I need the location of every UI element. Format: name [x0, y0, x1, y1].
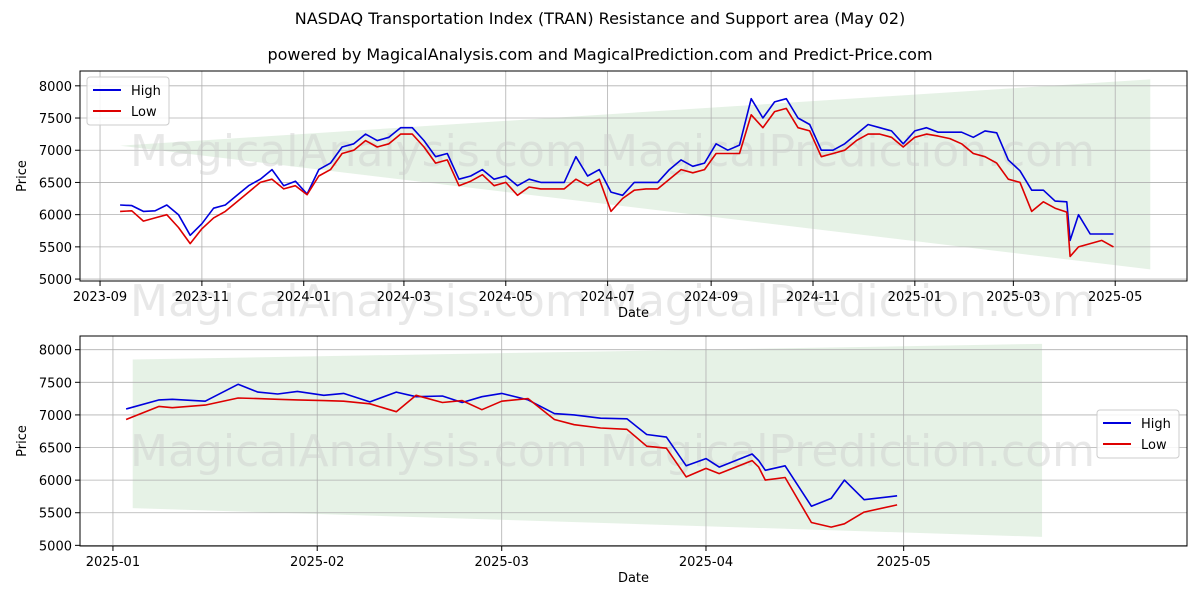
x-tick-label: 2024-01 [277, 290, 331, 305]
y-tick-label: 5000 [39, 273, 72, 288]
chart-panel-1: MagicalAnalysis.com MagicalPrediction.com… [15, 70, 1188, 327]
chart-panel-2: MagicalAnalysis.com MagicalPrediction.com… [15, 335, 1188, 586]
watermark-text: MagicalPrediction.com [600, 126, 1095, 177]
x-tick-label: 2025-03 [986, 290, 1040, 305]
y-tick-label: 7500 [39, 376, 72, 391]
series-line-low [120, 107, 1114, 258]
resistance-support-band [120, 79, 1151, 270]
watermark-text: MagicalAnalysis.com [130, 126, 588, 177]
y-tick-label: 6500 [39, 442, 72, 457]
x-axis-label: Date [618, 571, 649, 586]
x-tick-label: 2024-07 [580, 290, 634, 305]
legend-label-high: High [1141, 417, 1171, 432]
y-tick-label: 5000 [39, 539, 72, 554]
watermark-text: MagicalPrediction.com [600, 276, 1095, 327]
y-tick-label: 6000 [39, 474, 72, 489]
y-tick-label: 7000 [39, 144, 72, 159]
x-tick-label: 2025-02 [290, 555, 344, 570]
x-tick-label: 2024-03 [377, 290, 431, 305]
x-axis-label: Date [618, 306, 649, 321]
y-tick-label: 5500 [39, 507, 72, 522]
plot-frame [79, 70, 1188, 282]
x-tick-label: 2025-01 [888, 290, 942, 305]
y-tick-label: 6500 [39, 176, 72, 191]
y-tick-label: 7500 [39, 112, 72, 127]
legend-label-low: Low [1141, 438, 1167, 453]
x-tick-label: 2023-11 [175, 290, 229, 305]
x-tick-label: 2024-11 [786, 290, 840, 305]
chart-title: NASDAQ Transportation Index (TRAN) Resis… [294, 9, 906, 28]
series-line-high [125, 383, 898, 508]
watermark-text: MagicalAnalysis.com [130, 426, 588, 477]
x-tick-label: 2025-03 [475, 555, 529, 570]
x-tick-label: 2025-05 [876, 555, 930, 570]
resistance-support-band [132, 343, 1043, 537]
legend-label-high: High [131, 84, 161, 99]
legend: High Low [1096, 409, 1180, 459]
x-tick-label: 2025-05 [1088, 290, 1142, 305]
chart-subtitle: powered by MagicalAnalysis.com and Magic… [267, 45, 933, 64]
x-tick-label: 2025-01 [86, 555, 140, 570]
y-axis-label: Price [15, 425, 30, 457]
y-tick-label: 8000 [39, 80, 72, 95]
x-tick-label: 2025-04 [679, 555, 733, 570]
x-tick-label: 2024-09 [684, 290, 738, 305]
series-line-low [125, 394, 898, 528]
watermark-text: MagicalPrediction.com [600, 426, 1095, 477]
plot-frame [79, 335, 1188, 547]
y-tick-label: 7000 [39, 409, 72, 424]
x-tick-label: 2023-09 [73, 290, 127, 305]
y-axis-label: Price [15, 160, 30, 192]
x-tick-label: 2024-05 [479, 290, 533, 305]
legend-label-low: Low [131, 105, 157, 120]
y-tick-label: 5500 [39, 241, 72, 256]
y-tick-label: 8000 [39, 344, 72, 359]
series-line-high [120, 97, 1114, 242]
legend: High Low [86, 76, 170, 126]
y-tick-label: 6000 [39, 209, 72, 224]
watermark-text: MagicalAnalysis.com [130, 276, 588, 327]
